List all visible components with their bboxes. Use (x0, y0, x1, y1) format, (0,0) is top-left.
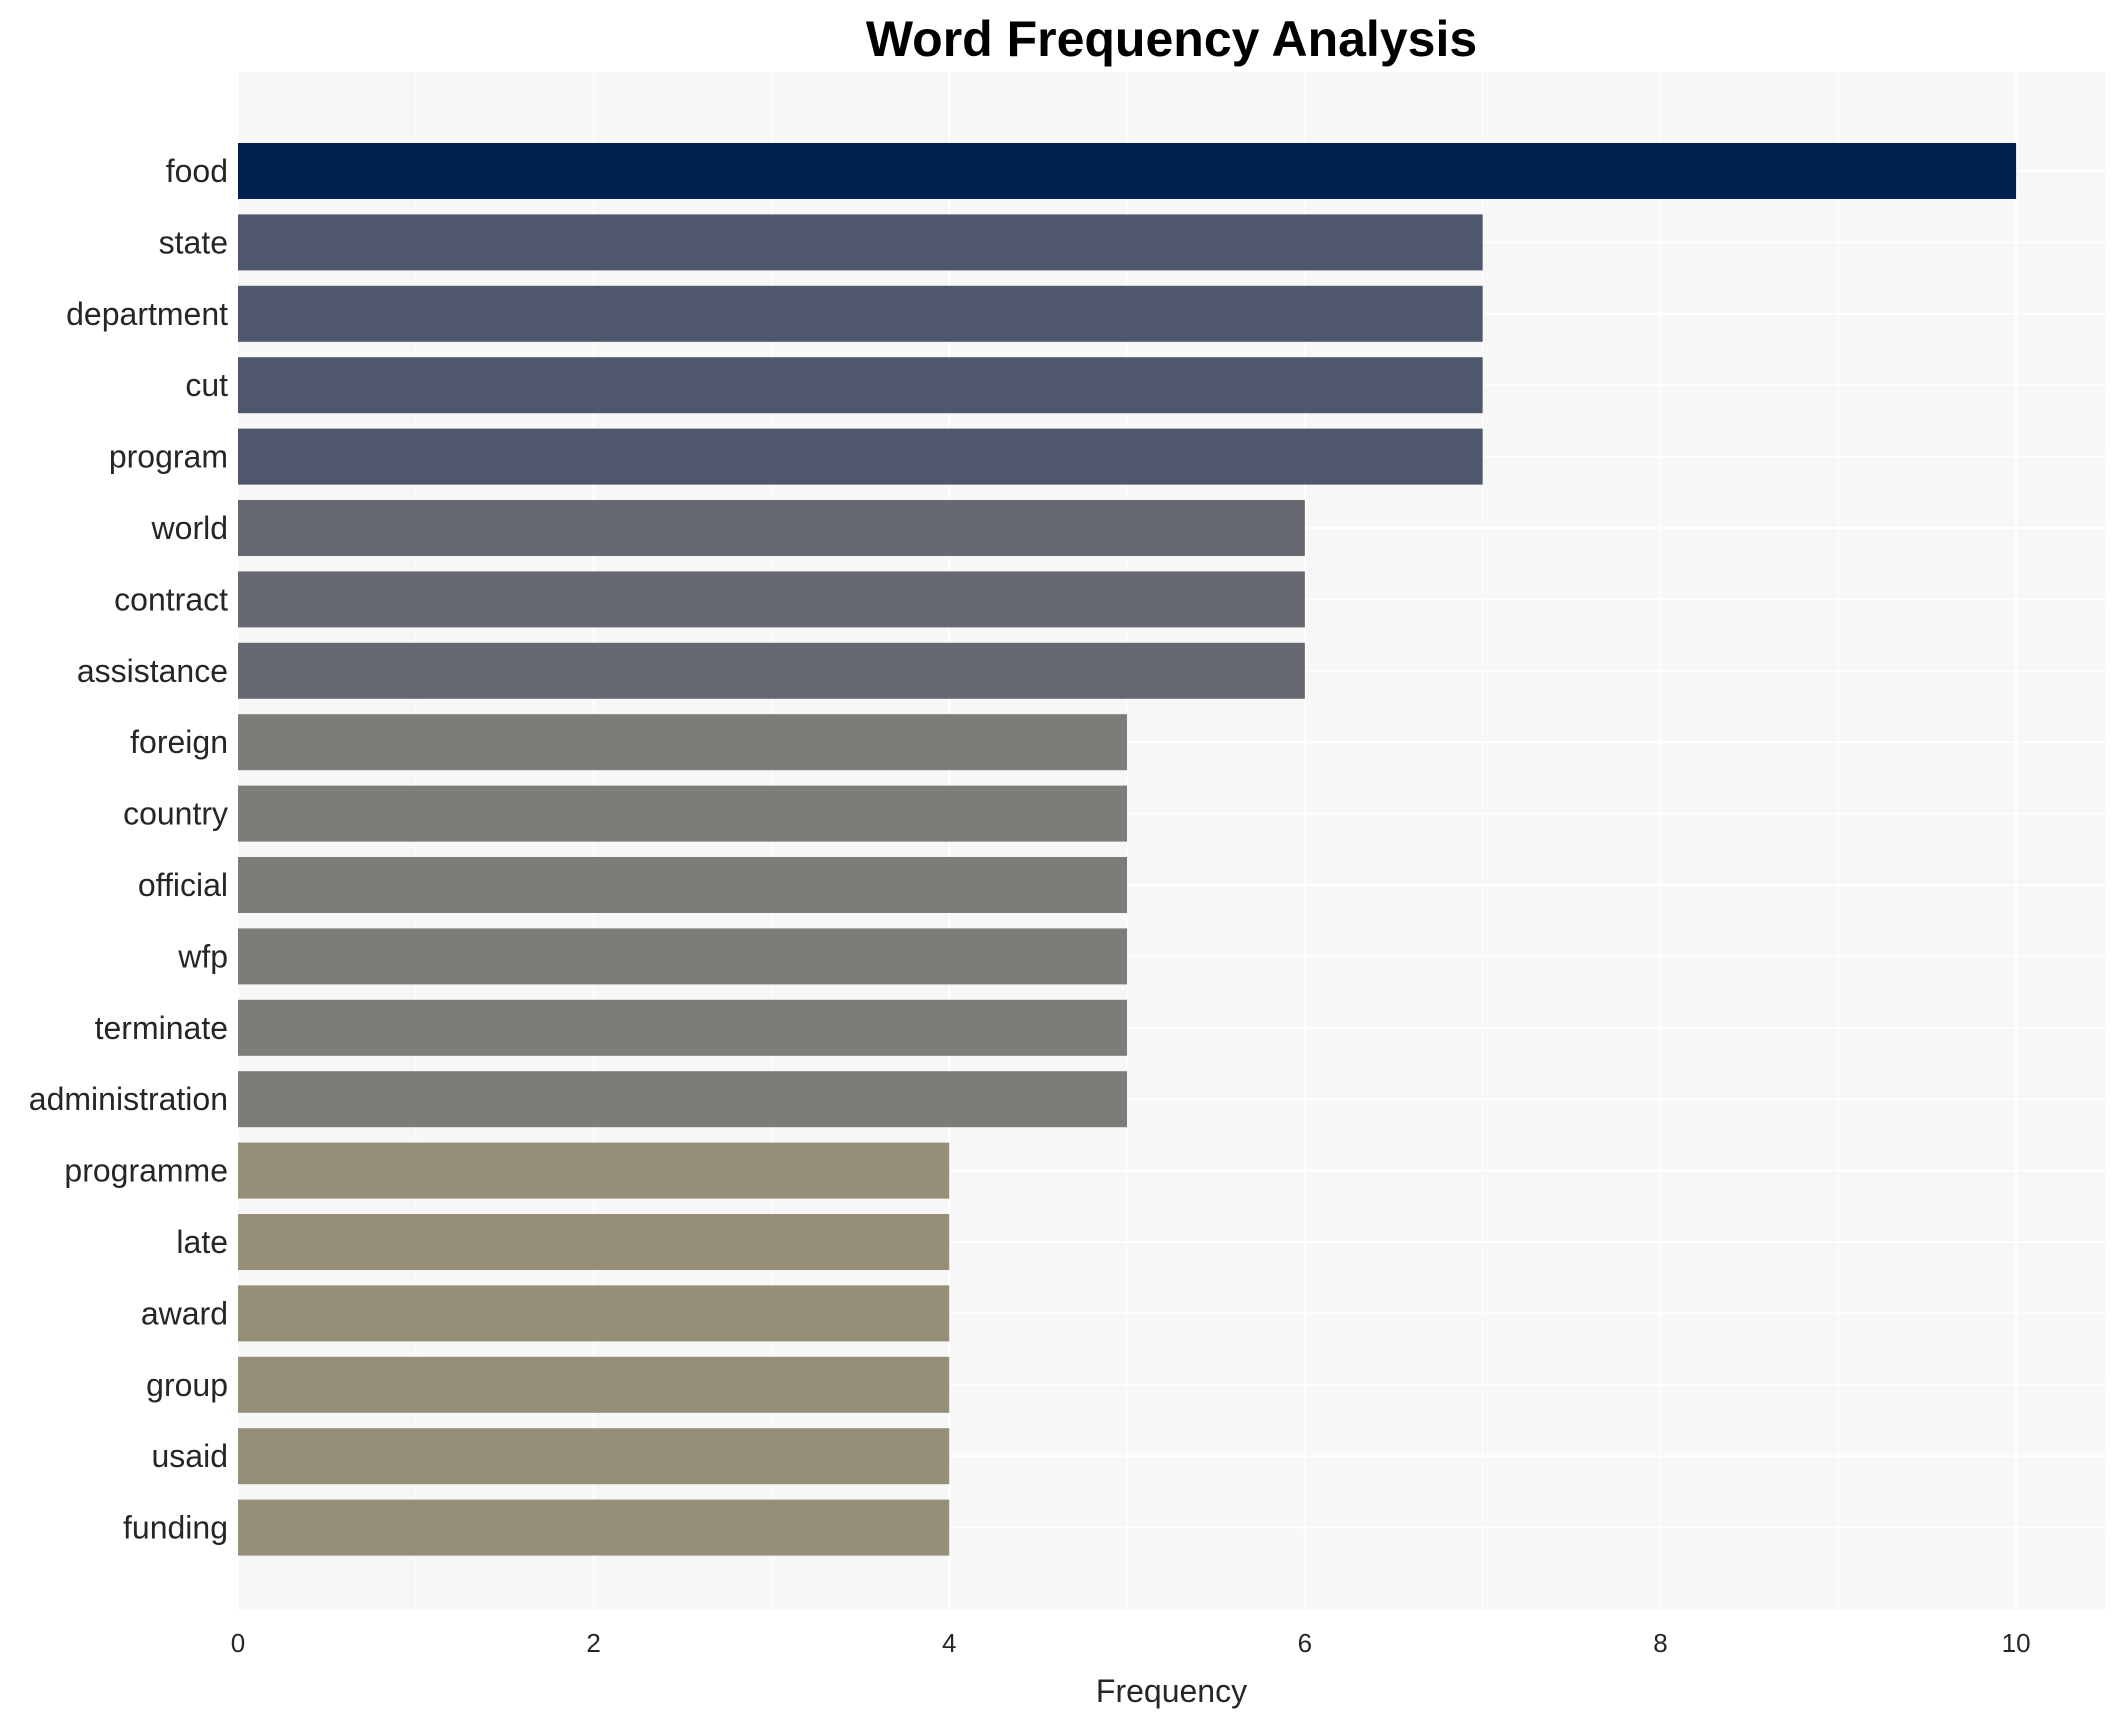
bar-wfp (238, 928, 1128, 985)
category-label-state: state (159, 224, 228, 260)
bar-world (238, 500, 1305, 556)
category-label-cut: cut (185, 367, 228, 403)
category-label-department: department (66, 296, 228, 332)
category-label-wfp: wfp (177, 938, 228, 974)
category-label-program: program (109, 439, 228, 475)
category-label-foreign: foreign (130, 724, 228, 760)
bars (238, 143, 2017, 1556)
category-label-official: official (138, 867, 228, 903)
category-label-usaid: usaid (152, 1438, 229, 1474)
category-label-administration: administration (29, 1081, 228, 1117)
bar-food (238, 143, 2017, 199)
x-tick-label: 0 (231, 1628, 245, 1658)
x-tick-label: 10 (2002, 1628, 2031, 1658)
category-label-programme: programme (64, 1153, 228, 1189)
x-axis-title: Frequency (1096, 1673, 1247, 1709)
category-label-award: award (141, 1295, 228, 1331)
category-label-assistance: assistance (77, 653, 228, 689)
bar-group (238, 1356, 950, 1413)
bar-contract (238, 571, 1305, 628)
category-label-country: country (123, 796, 228, 832)
bar-country (238, 785, 1128, 842)
x-tick-label: 2 (586, 1628, 600, 1658)
category-label-food: food (166, 153, 228, 189)
bar-department (238, 285, 1483, 342)
bar-terminate (238, 999, 1128, 1056)
chart-title: Word Frequency Analysis (866, 11, 1477, 67)
bar-late (238, 1214, 950, 1270)
x-tick-label: 8 (1653, 1628, 1667, 1658)
bar-administration (238, 1071, 1128, 1128)
bar-official (238, 857, 1128, 913)
category-label-contract: contract (114, 581, 228, 617)
bar-assistance (238, 642, 1305, 699)
bar-programme (238, 1142, 950, 1199)
x-tick-label: 4 (942, 1628, 956, 1658)
bar-state (238, 214, 1483, 271)
bar-program (238, 428, 1483, 485)
category-label-late: late (176, 1224, 228, 1260)
category-label-group: group (146, 1367, 228, 1403)
bar-award (238, 1285, 950, 1342)
category-labels: food state department cut program world contra… (29, 153, 228, 1546)
bar-usaid (238, 1428, 950, 1485)
bar-foreign (238, 714, 1128, 771)
x-tick-labels: 0 2 4 6 8 10 (231, 1628, 2031, 1658)
bar-cut (238, 357, 1483, 414)
x-tick-label: 6 (1298, 1628, 1312, 1658)
category-label-terminate: terminate (95, 1010, 228, 1046)
bar-funding (238, 1499, 950, 1556)
category-label-world: world (151, 510, 228, 546)
category-label-funding: funding (123, 1510, 228, 1546)
